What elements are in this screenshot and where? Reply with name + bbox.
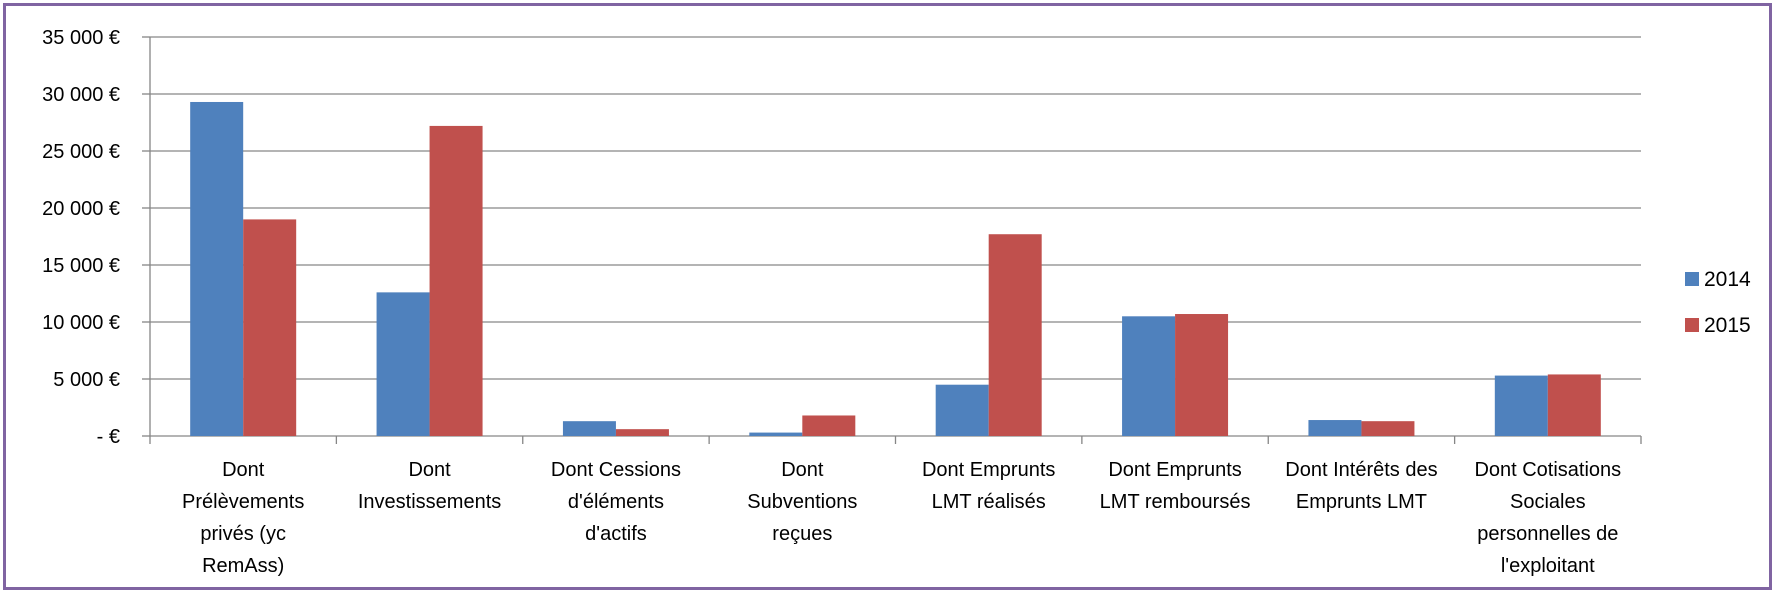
y-tick-label: 10 000 € [42,312,120,334]
legend-label: 2015 [1704,314,1751,337]
x-category-label-line: RemAss) [202,555,284,577]
x-category-label-line: Subventions [747,491,857,513]
x-category-label-line: LMT remboursés [1100,491,1251,513]
bar-2015 [243,219,297,436]
bar-2014 [376,292,430,436]
y-tick-label: 20 000 € [42,198,120,220]
bar-2014 [1494,375,1548,436]
bar-2014 [749,432,803,436]
x-category-label-line: d'actifs [585,523,647,545]
x-category-label-line: reçues [772,523,832,545]
x-category-label: Dont Cessions d'éléments d'actifs [551,459,681,545]
bar-2014 [1122,316,1176,436]
x-category-label-line: Dont Intérêts des [1285,459,1437,481]
bar-2014 [190,101,244,436]
x-category-label-line: Dont Emprunts [1108,459,1241,481]
bar-2015 [1175,314,1229,436]
x-category-label-line: Dont [781,459,824,481]
x-category-label: Dont Intérêts des Emprunts LMT [1285,459,1437,513]
y-tick-label: 15 000 € [42,255,120,277]
bar-2015 [615,429,669,436]
bar-2015 [1547,374,1601,436]
x-category-label-line: Prélèvements [182,491,304,513]
bar-2014 [1308,420,1362,436]
y-tick-label: 35 000 € [42,27,120,49]
x-category-label: Dont Subventions reçues [747,459,857,545]
x-category-label-line: personnelles de [1477,523,1618,545]
x-category-label-line: Emprunts LMT [1296,491,1427,513]
y-tick-label: 25 000 € [42,141,120,163]
x-category-label-line: Dont Cotisations [1474,459,1621,481]
x-category-label-line: Investissements [358,491,501,513]
x-category-label: Dont Prélèvements privés (yc RemAss) [182,459,304,577]
y-tick-label: - € [97,426,120,448]
legend-swatch-2014 [1685,272,1699,286]
bar-2015 [802,415,856,436]
legend-label: 2014 [1704,268,1751,291]
bar-2014 [935,384,989,436]
x-category-label-line: Dont [408,459,451,481]
x-category-label-line: LMT réalisés [932,491,1046,513]
x-category-label-line: Dont Emprunts [922,459,1055,481]
x-category-label-line: Sociales [1510,491,1586,513]
x-category-label: Dont Investissements [358,459,501,513]
x-category-label-line: l'exploitant [1501,555,1595,577]
x-category-label-line: privés (yc [200,523,286,545]
legend-swatch-2015 [1685,318,1699,332]
x-category-label: Dont Cotisations Sociales personnelles de l… [1474,459,1621,577]
y-tick-label: 5 000 € [53,369,120,391]
y-tick-label: 30 000 € [42,84,120,106]
bar-2015 [1361,421,1415,436]
bar-2014 [562,421,616,436]
x-category-label-line: d'éléments [568,491,664,513]
x-category-label-line: Dont Cessions [551,459,681,481]
bar-2015 [988,234,1042,436]
x-category-label: Dont Emprunts LMT remboursés [1100,459,1251,513]
x-category-label: Dont Emprunts LMT réalisés [922,459,1055,513]
bar-2015 [429,125,483,437]
x-category-label-line: Dont [222,459,265,481]
chart-frame [3,3,1772,590]
